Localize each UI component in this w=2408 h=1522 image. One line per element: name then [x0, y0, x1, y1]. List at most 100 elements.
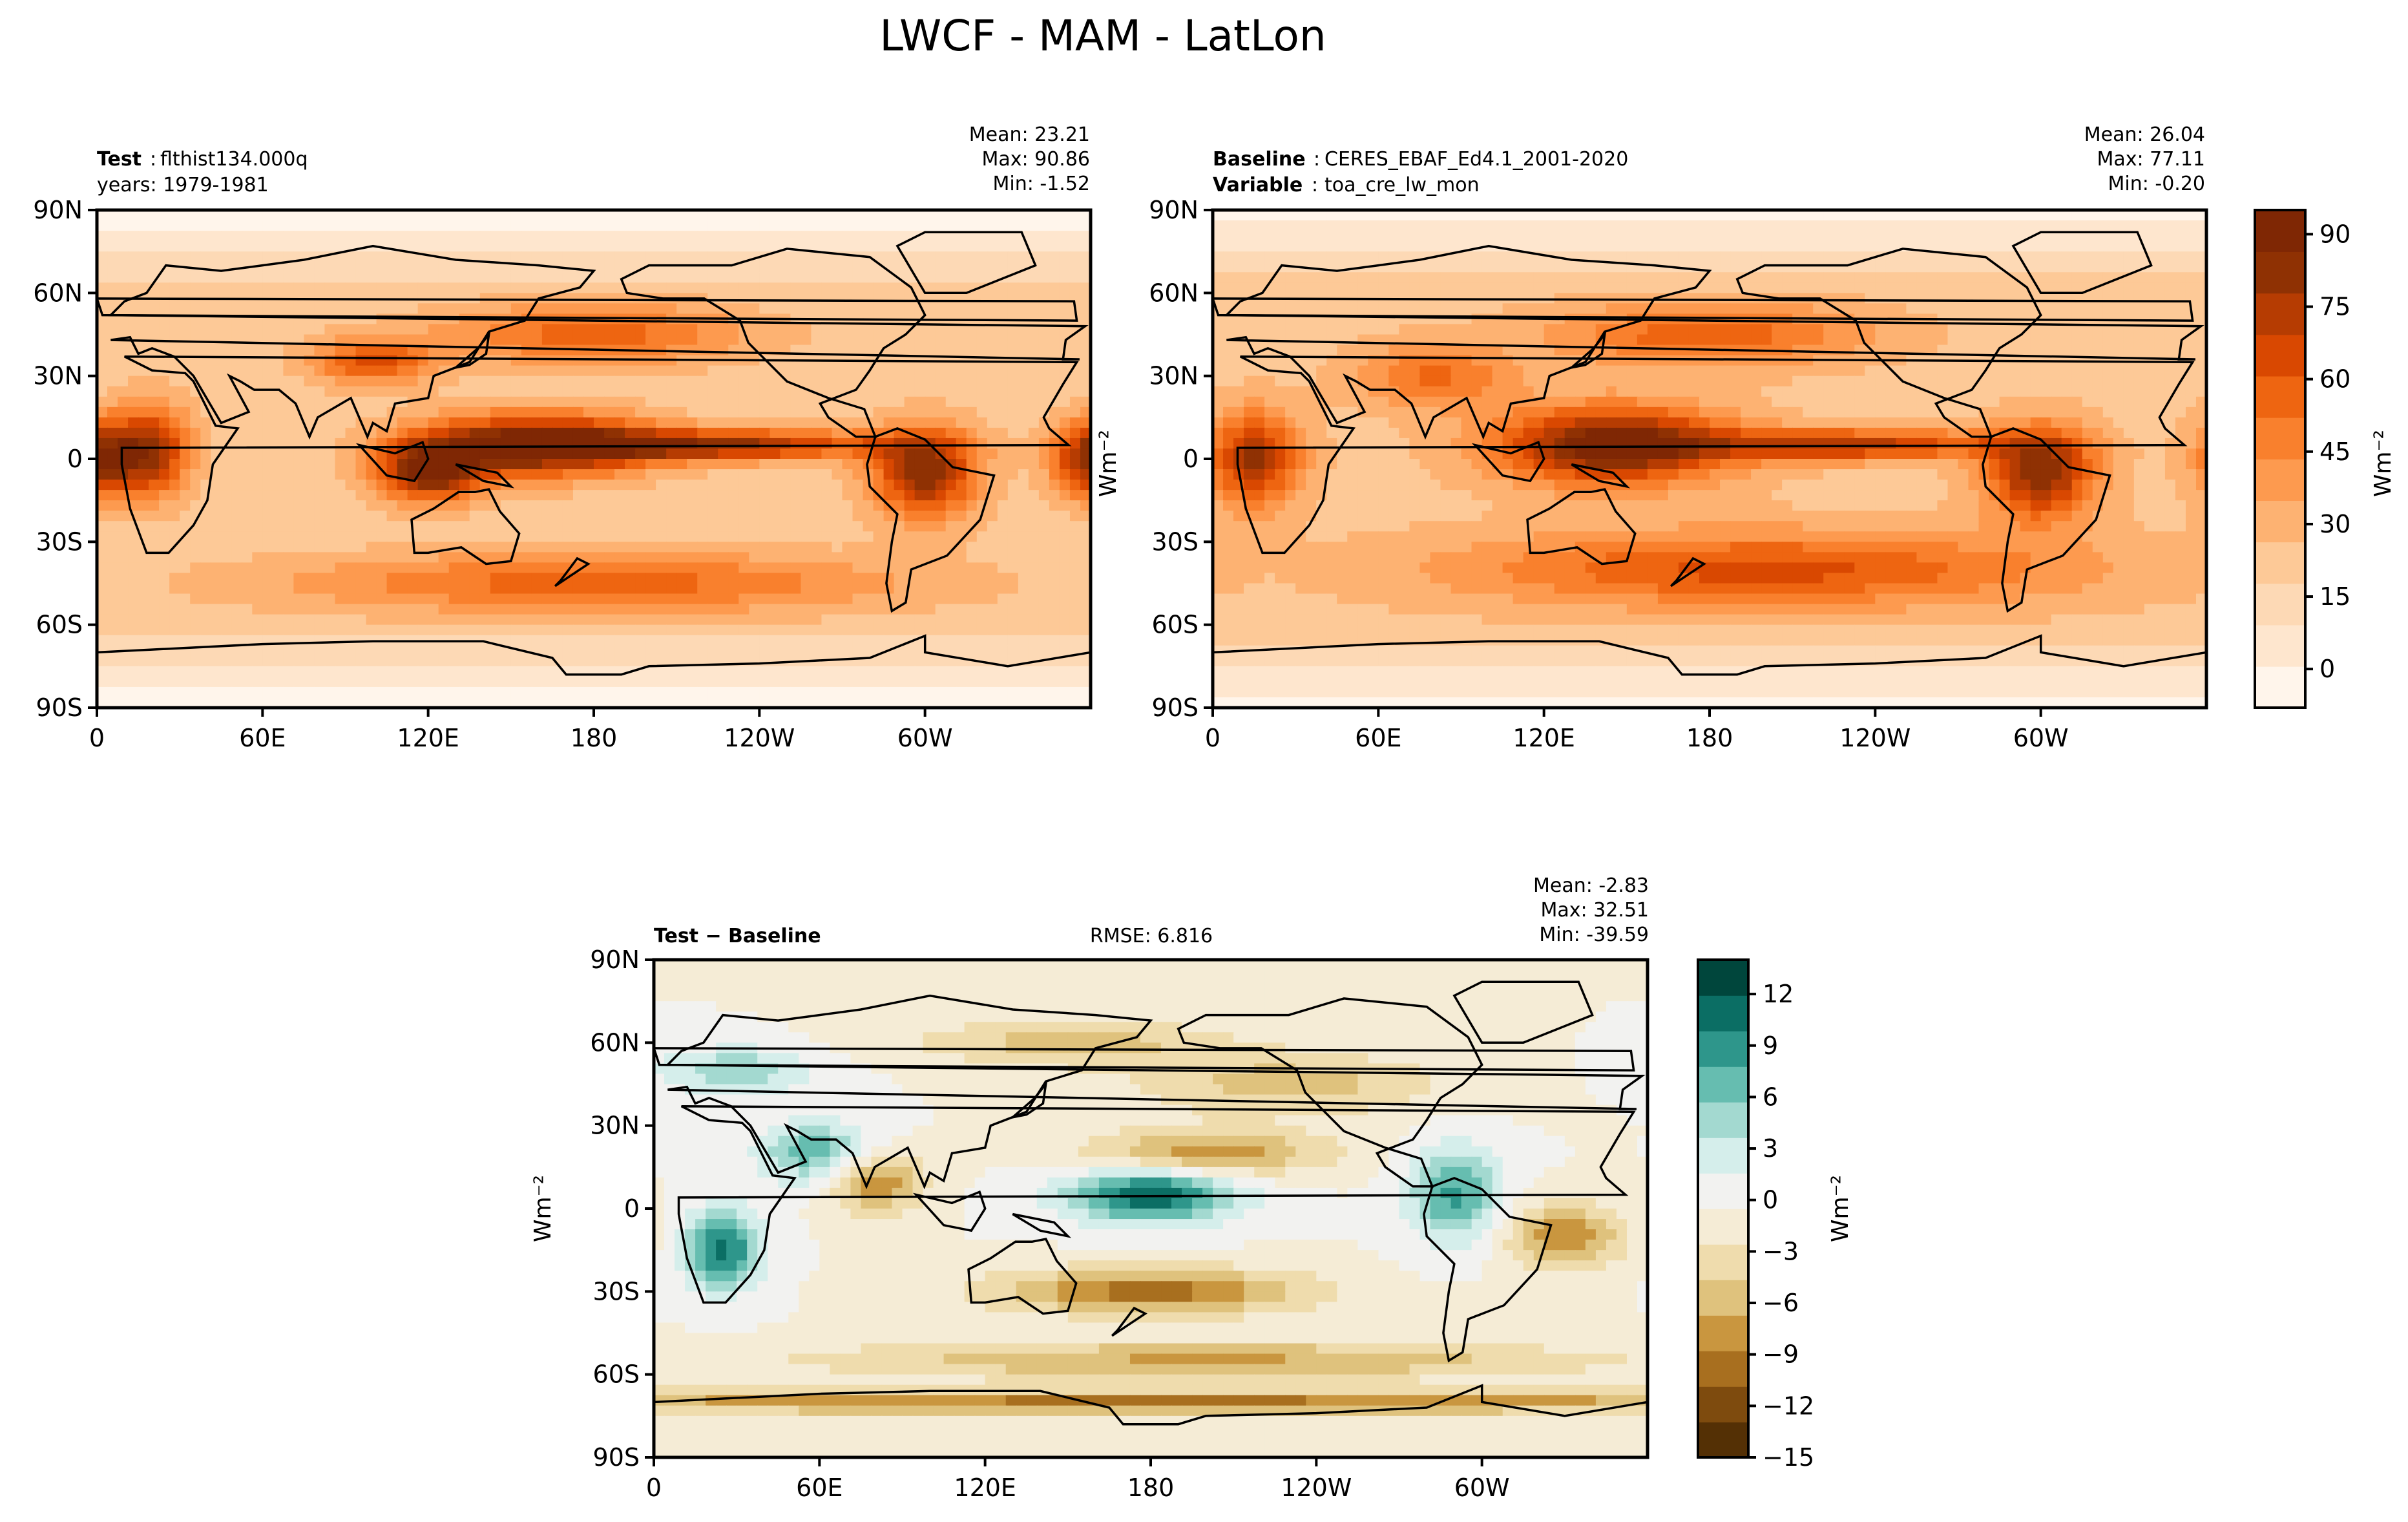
map-cell [304, 396, 315, 408]
map-cell [169, 282, 180, 294]
map-cell [976, 521, 988, 533]
map-cell [293, 645, 305, 657]
map-cell [645, 531, 656, 543]
map-cell [541, 220, 553, 231]
map-cell [242, 542, 253, 553]
map-cell [635, 531, 646, 543]
map-cell [335, 386, 346, 397]
map-cell [1049, 365, 1060, 377]
map-cell [324, 521, 336, 533]
map-cell [666, 459, 677, 470]
map-cell [1688, 241, 1700, 252]
map-cell [138, 231, 149, 242]
map-cell [697, 469, 709, 480]
map-cell [635, 562, 646, 574]
map-cell [324, 686, 336, 698]
map-cell [386, 396, 398, 408]
map-cell [676, 459, 687, 470]
map-cell [625, 583, 636, 595]
map-cell [107, 676, 118, 688]
map-cell [293, 210, 305, 221]
map-cell [707, 241, 719, 252]
map-cell [614, 521, 625, 533]
map-cell [1049, 666, 1060, 677]
map-cell [335, 272, 346, 284]
map-cell [1730, 220, 1741, 231]
map-cell [283, 375, 295, 387]
map-cell [770, 645, 781, 657]
map-cell [159, 604, 170, 615]
map-cell [531, 417, 543, 428]
map-cell [1080, 448, 1091, 460]
map-cell [583, 220, 594, 231]
map-cell [925, 427, 936, 439]
map-cell [687, 375, 698, 387]
map-cell [749, 676, 760, 688]
map-cell [707, 645, 719, 657]
map-cell [1059, 624, 1071, 636]
map-cell [1028, 448, 1040, 460]
map-cell [728, 459, 740, 470]
map-cell [718, 375, 729, 387]
map-cell [594, 396, 605, 408]
map-cell [314, 666, 326, 677]
map-cell [625, 562, 636, 574]
map-cell [780, 448, 791, 460]
map-cell [149, 355, 160, 366]
map-cell [1028, 604, 1040, 615]
map-cell [707, 459, 719, 470]
map-cell [273, 375, 284, 387]
coastline [108, 244, 1089, 440]
map-cell [1668, 220, 1679, 231]
map-cell [438, 220, 450, 231]
map-cell [169, 562, 180, 574]
map-cell [190, 448, 202, 460]
map-cell [180, 241, 191, 252]
map-cell [469, 220, 481, 231]
map-cell [500, 334, 512, 346]
map-cell [852, 604, 864, 615]
map-cell [500, 614, 512, 626]
map-cell [552, 490, 563, 501]
map-cell [335, 542, 346, 553]
map-cell [956, 293, 967, 304]
map-cell [479, 417, 491, 428]
map-cell [541, 355, 553, 366]
map-cell [469, 324, 481, 335]
map-cell [149, 686, 160, 698]
map-cell [531, 511, 543, 522]
map-cell [531, 262, 543, 273]
map-cell [635, 593, 646, 605]
map-cell [345, 375, 357, 387]
map-cell [821, 645, 833, 657]
map-cell [552, 231, 563, 242]
map-cell [355, 542, 367, 553]
map-cell [1513, 220, 1524, 231]
map-cell [790, 210, 802, 221]
map-cell [252, 480, 264, 491]
map-cell [262, 511, 274, 522]
map-cell [1999, 210, 2011, 221]
map-cell [821, 686, 833, 698]
map-cell [479, 490, 491, 501]
map-cell [128, 655, 139, 667]
map-cell [1668, 241, 1679, 252]
map-cell [945, 614, 957, 626]
map-cell [832, 500, 843, 512]
map-cell [500, 375, 512, 387]
map-cell [200, 697, 212, 708]
map-cell [273, 604, 284, 615]
map-cell [604, 334, 615, 346]
map-cell [697, 635, 709, 646]
map-cell [594, 210, 605, 221]
map-cell [552, 635, 563, 646]
map-cell [1069, 562, 1081, 574]
map-cell [304, 417, 315, 428]
test-min: Min: -1.52 [993, 173, 1091, 195]
map-cell [335, 365, 346, 377]
map-cell [459, 324, 470, 335]
map-cell [190, 459, 202, 470]
map-cell [500, 635, 512, 646]
map-cell [252, 365, 264, 377]
